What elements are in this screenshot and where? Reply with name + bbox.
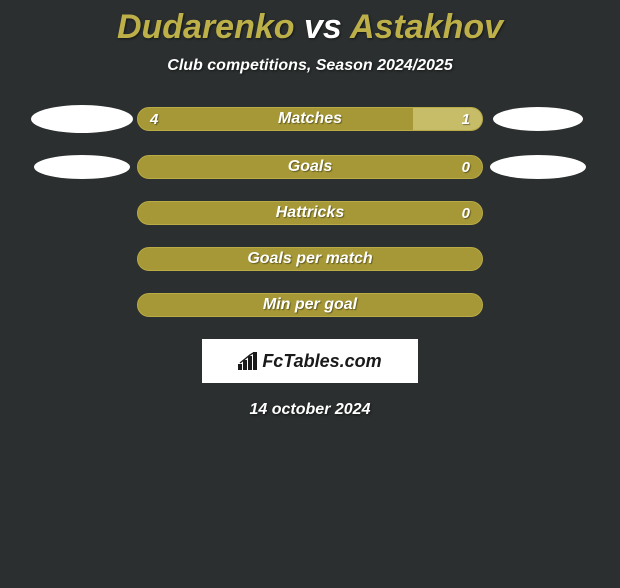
left-ellipse-slot <box>27 155 137 179</box>
stat-label: Min per goal <box>138 294 482 316</box>
player1-ellipse <box>31 105 133 133</box>
stat-label: Matches <box>138 108 482 130</box>
stat-bar: Hattricks0 <box>137 201 483 225</box>
stat-bar: Min per goal <box>137 293 483 317</box>
stat-label: Hattricks <box>138 202 482 224</box>
stat-row: Hattricks0 <box>0 201 620 225</box>
stat-bar: Matches4 1 <box>137 107 483 131</box>
logo-box: FcTables.com <box>202 339 418 383</box>
player1-name: Dudarenko <box>117 8 295 46</box>
stat-row: Matches4 1 <box>0 105 620 133</box>
left-ellipse-slot <box>27 105 137 133</box>
stat-bar: Goals per match <box>137 247 483 271</box>
right-ellipse-slot <box>483 155 593 179</box>
stat-label: Goals per match <box>138 248 482 270</box>
logo: FcTables.com <box>238 351 381 372</box>
subtitle: Club competitions, Season 2024/2025 <box>0 57 620 75</box>
stat-left-value: 4 <box>150 108 158 130</box>
vs-text: vs <box>295 8 350 46</box>
stat-row: Goals0 <box>0 155 620 179</box>
logo-text: FcTables.com <box>262 351 381 372</box>
player2-name: Astakhov <box>350 8 503 46</box>
stat-right-value: 0 <box>462 202 470 224</box>
player2-ellipse <box>493 107 583 131</box>
stat-bar: Goals0 <box>137 155 483 179</box>
page-title: Dudarenko vs Astakhov <box>0 8 620 47</box>
stat-right-value: 1 <box>462 108 470 130</box>
stat-row: Goals per match <box>0 247 620 271</box>
date-text: 14 october 2024 <box>0 401 620 419</box>
stat-row: Min per goal <box>0 293 620 317</box>
bars-icon <box>238 352 258 370</box>
stat-label: Goals <box>138 156 482 178</box>
stat-rows: Matches41Goals0Hattricks0Goals per match… <box>0 105 620 317</box>
player2-ellipse <box>490 155 586 179</box>
right-ellipse-slot <box>483 107 593 131</box>
stat-right-value: 0 <box>462 156 470 178</box>
player1-ellipse <box>34 155 130 179</box>
